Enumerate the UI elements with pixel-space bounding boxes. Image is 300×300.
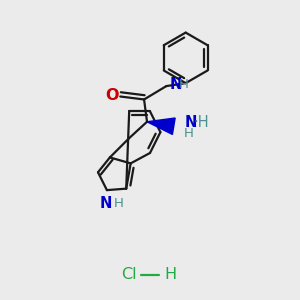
Text: N: N [99, 196, 112, 211]
Text: O: O [105, 88, 119, 103]
Text: N: N [169, 77, 182, 92]
Text: Cl: Cl [122, 267, 137, 282]
Text: H: H [165, 267, 177, 282]
Text: H: H [113, 197, 123, 210]
Text: H: H [184, 127, 194, 140]
Polygon shape [147, 118, 175, 134]
Text: N: N [184, 115, 196, 130]
Text: H: H [179, 78, 189, 91]
Text: ·H: ·H [193, 115, 209, 130]
